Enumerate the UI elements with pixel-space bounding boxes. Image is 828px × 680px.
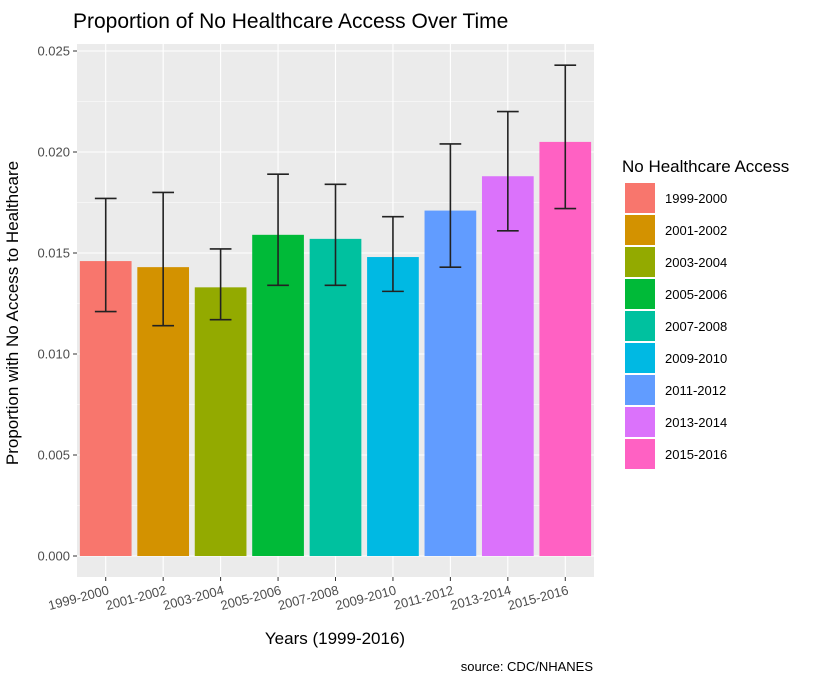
x-axis-label: Years (1999-2016) — [265, 629, 405, 648]
error-bar-2005-2006 — [267, 173, 289, 287]
legend-swatch-2005-2006 — [625, 279, 655, 309]
legend-label-2005-2006: 2005-2006 — [665, 287, 727, 302]
y-tick-label: 0.005 — [37, 448, 70, 463]
legend-swatch-2009-2010 — [625, 343, 655, 373]
y-tick-label: 0.025 — [37, 44, 70, 59]
legend-label-2003-2004: 2003-2004 — [665, 255, 727, 270]
y-tick-label: 0.015 — [37, 246, 70, 261]
bar-2003-2004 — [194, 287, 247, 556]
legend-label-2001-2002: 2001-2002 — [665, 223, 727, 238]
legend-label-2011-2012: 2011-2012 — [665, 383, 726, 398]
y-tick-label: 0.010 — [37, 347, 70, 362]
y-tick-label: 0.000 — [37, 549, 70, 564]
x-tick-label: 2015-2016 — [506, 582, 570, 613]
legend-swatch-2007-2008 — [625, 311, 655, 341]
bar-2007-2008 — [309, 238, 362, 557]
x-tick-label: 2009-2010 — [334, 582, 398, 613]
x-tick-label: 2005-2006 — [219, 582, 283, 613]
legend-swatch-2015-2016 — [625, 439, 655, 469]
x-axis: 1999-20002001-20022003-20042005-20062007… — [47, 577, 570, 613]
error-bar-2003-2004 — [209, 248, 232, 321]
y-axis-label: Proportion with No Access to Healthcare — [3, 161, 22, 465]
x-tick-label: 2013-2014 — [449, 582, 513, 613]
error-bar-2001-2002 — [152, 191, 175, 327]
bar-2005-2006 — [252, 234, 304, 556]
legend-title: No Healthcare Access — [622, 157, 789, 176]
legend-label-2015-2016: 2015-2016 — [665, 447, 727, 462]
error-bar-2011-2012 — [439, 143, 462, 268]
error-bar-2009-2010 — [382, 215, 404, 293]
legend-label-2007-2008: 2007-2008 — [665, 319, 727, 334]
error-bars — [94, 64, 577, 327]
x-tick-label: 1999-2000 — [47, 582, 111, 613]
bar-2015-2016 — [539, 141, 592, 556]
legend-swatch-2003-2004 — [625, 247, 655, 277]
x-tick-label: 2003-2004 — [161, 582, 225, 613]
y-axis: 0.000 0.005 0.010 0.015 0.020 0.025 — [37, 44, 77, 564]
bars — [79, 141, 592, 557]
error-bar-2013-2014 — [496, 110, 519, 232]
bar-2009-2010 — [367, 257, 419, 556]
source-caption: source: CDC/NHANES — [461, 659, 594, 674]
x-tick-label: 2007-2008 — [276, 582, 340, 613]
legend-swatch-2013-2014 — [625, 407, 655, 437]
legend-label-1999-2000: 1999-2000 — [665, 191, 727, 206]
chart-title: Proportion of No Healthcare Access Over … — [73, 10, 508, 33]
y-tick-label: 0.020 — [37, 145, 70, 160]
legend-swatch-2011-2012 — [625, 375, 655, 405]
error-bar-2015-2016 — [554, 64, 577, 210]
legend: No Healthcare Access 1999-2000 2001-2002 2… — [622, 157, 789, 469]
x-tick-label: 2011-2012 — [392, 582, 455, 612]
bar-2013-2014 — [481, 176, 534, 557]
legend-swatch-1999-2000 — [625, 183, 655, 213]
legend-label-2009-2010: 2009-2010 — [665, 351, 727, 366]
bar-2011-2012 — [424, 210, 477, 556]
error-bar-2007-2008 — [324, 183, 347, 287]
error-bar-1999-2000 — [94, 197, 117, 313]
x-tick-label: 2001-2002 — [104, 582, 168, 613]
legend-swatch-2001-2002 — [625, 215, 655, 245]
legend-label-2013-2014: 2013-2014 — [665, 415, 727, 430]
